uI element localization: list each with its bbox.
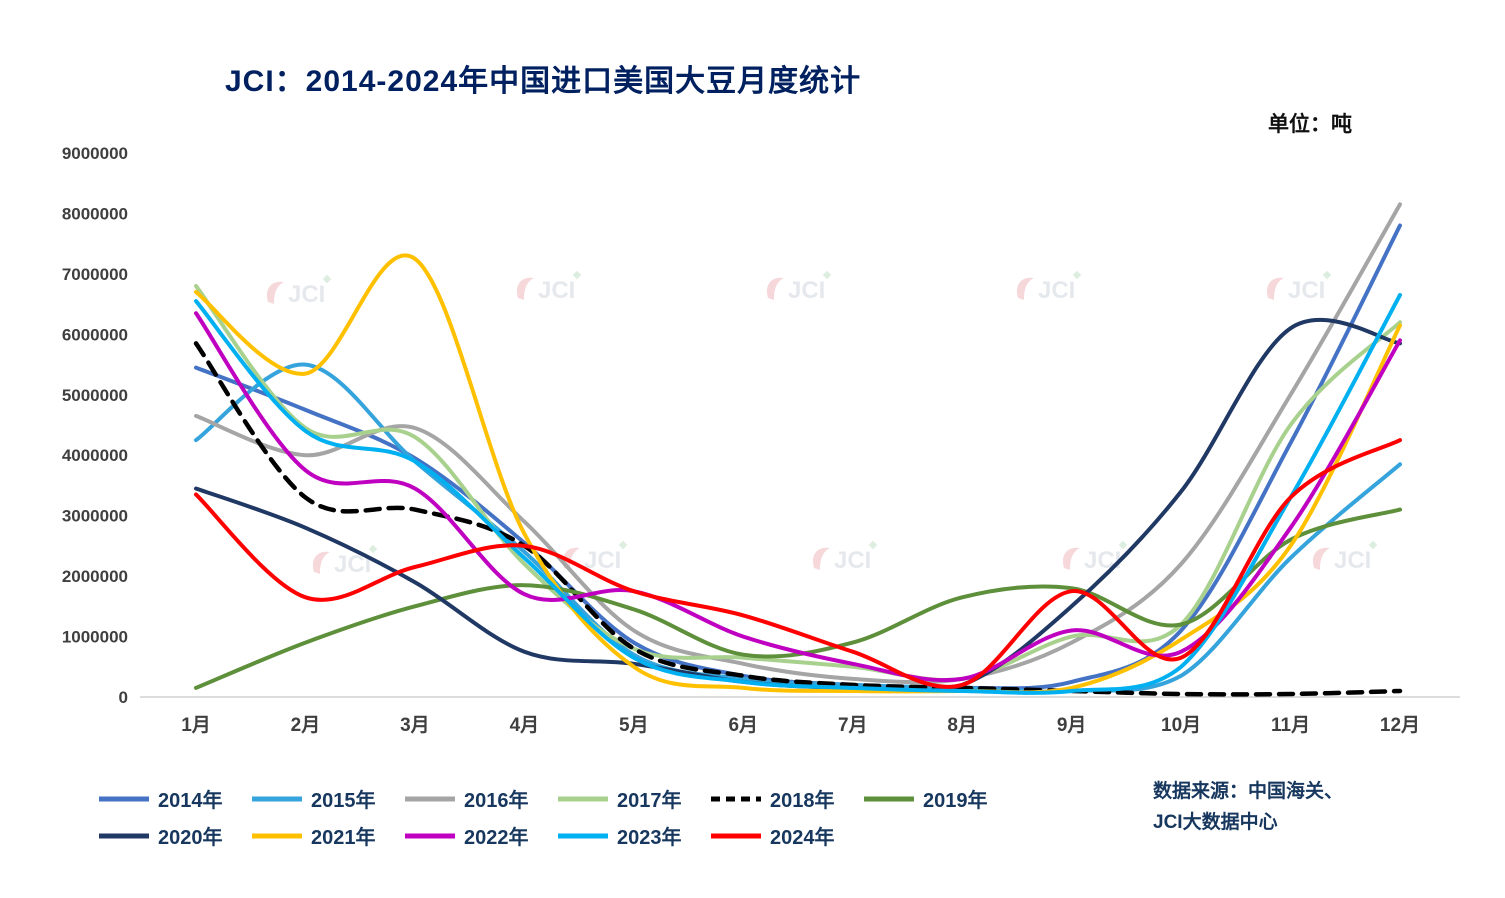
legend-swatch-2021年 (252, 833, 302, 838)
x-axis-label: 1月 (181, 715, 211, 736)
series-line-2017年 (194, 284, 1402, 682)
legend-swatch-2015年 (252, 796, 302, 801)
x-axis-label: 4月 (510, 715, 540, 736)
watermark-text: JCI (538, 277, 575, 304)
source-line-1: 数据来源：中国海关、 (1153, 781, 1344, 802)
x-axis-label: 10月 (1161, 715, 1201, 736)
legend-item-2024年: 2024年 (710, 821, 863, 850)
legend-row-1: 2014年 2015年 2016年 2017年 2018年 2019年 (98, 784, 1016, 813)
series-line-2018年 (193, 341, 1403, 697)
x-axis-label: 9月 (1057, 715, 1087, 736)
y-axis-label: 7000000 (62, 265, 128, 284)
y-axis-label: 3000000 (62, 507, 128, 526)
legend-swatch-2023年 (558, 833, 608, 838)
series-line-2020年 (194, 317, 1402, 693)
series-line-2016年 (194, 202, 1402, 685)
x-axis-label: 2月 (291, 715, 321, 736)
chart-legend: 2014年 2015年 2016年 2017年 2018年 2019年 2020年 2021… (98, 784, 1016, 858)
jci-watermark: JCI (1312, 540, 1378, 574)
legend-swatch-2019年 (864, 796, 914, 801)
source-line-2: JCI大数据中心 (1153, 812, 1278, 834)
x-axis-label: 5月 (619, 715, 649, 736)
legend-label: 2018年 (770, 790, 835, 812)
legend-item-2015年: 2015年 (251, 784, 404, 813)
legend-label: 2014年 (158, 790, 223, 812)
watermark-text: JCI (288, 281, 325, 308)
series-line-2022年 (194, 311, 1402, 683)
legend-item-2016年: 2016年 (404, 784, 557, 813)
legend-swatch-2014年 (99, 796, 149, 801)
legend-label: 2023年 (617, 827, 682, 849)
jci-watermark: JCI (266, 274, 332, 308)
legend-label: 2022年 (464, 827, 529, 849)
y-axis-label: 5000000 (62, 386, 128, 405)
legend-label: 2019年 (923, 790, 988, 812)
jci-watermark: JCI (766, 270, 832, 304)
y-axis-label: 0 (119, 688, 128, 707)
y-axis-label: 4000000 (62, 446, 128, 465)
legend-swatch-2018年 (711, 796, 761, 801)
y-axis-label: 9000000 (62, 144, 128, 163)
watermark-text: JCI (1288, 277, 1325, 304)
watermark-text: JCI (1038, 277, 1075, 304)
legend-item-2018年: 2018年 (710, 784, 863, 813)
legend-swatch-2020年 (99, 833, 149, 838)
jci-watermark: JCI (1016, 270, 1082, 304)
series-line-2021年 (194, 253, 1402, 695)
y-axis-label: 2000000 (62, 567, 128, 586)
legend-item-2023年: 2023年 (557, 821, 710, 850)
x-axis-label: 11月 (1271, 715, 1310, 736)
series-line-2015年 (194, 362, 1402, 694)
legend-label: 2016年 (464, 790, 529, 812)
source-note: 数据来源：中国海关、 JCI大数据中心 (1153, 776, 1343, 839)
legend-swatch-2016年 (405, 796, 455, 801)
series-line-2023年 (194, 293, 1402, 695)
legend-swatch-2024年 (711, 833, 761, 838)
watermark-text: JCI (788, 277, 825, 304)
chart-title: JCI：2014-2024年中国进口美国大豆月度统计 (225, 65, 862, 98)
unit-label: 单位：吨 (1268, 113, 1352, 136)
x-axis-label: 8月 (947, 715, 977, 736)
watermark-text: JCI (1084, 547, 1121, 574)
x-axis-label: 3月 (400, 715, 430, 736)
legend-swatch-2017年 (558, 796, 608, 801)
x-axis-label: 12月 (1380, 715, 1420, 736)
legend-item-2017年: 2017年 (557, 784, 710, 813)
jci-watermark: JCI (812, 540, 878, 574)
legend-label: 2021年 (311, 827, 376, 849)
legend-item-2019年: 2019年 (863, 784, 1016, 813)
jci-watermark: JCI (1266, 270, 1332, 304)
y-axis-label: 1000000 (62, 628, 128, 647)
y-axis-label: 8000000 (62, 204, 128, 223)
x-axis-label: 7月 (838, 715, 868, 736)
watermark-text: JCI (834, 547, 871, 574)
legend-swatch-2022年 (405, 833, 455, 838)
watermark-text: JCI (1334, 547, 1371, 574)
legend-item-2021年: 2021年 (251, 821, 404, 850)
y-axis-label: 6000000 (62, 325, 128, 344)
jci-watermark: JCI (312, 544, 378, 578)
jci-watermark: JCI (1062, 540, 1128, 574)
series-line-2024年 (194, 438, 1402, 689)
legend-label: 2024年 (770, 827, 835, 849)
legend-item-2022年: 2022年 (404, 821, 557, 850)
legend-label: 2017年 (617, 790, 682, 812)
x-axis-label: 6月 (728, 715, 758, 736)
legend-item-2020年: 2020年 (98, 821, 251, 850)
legend-row-2: 2020年 2021年 2022年 2023年 2024年 (98, 821, 1016, 850)
jci-watermark: JCI (516, 270, 582, 304)
legend-label: 2015年 (311, 790, 376, 812)
legend-item-2014年: 2014年 (98, 784, 251, 813)
legend-label: 2020年 (158, 827, 223, 849)
jci-watermark: JCI (562, 540, 628, 574)
